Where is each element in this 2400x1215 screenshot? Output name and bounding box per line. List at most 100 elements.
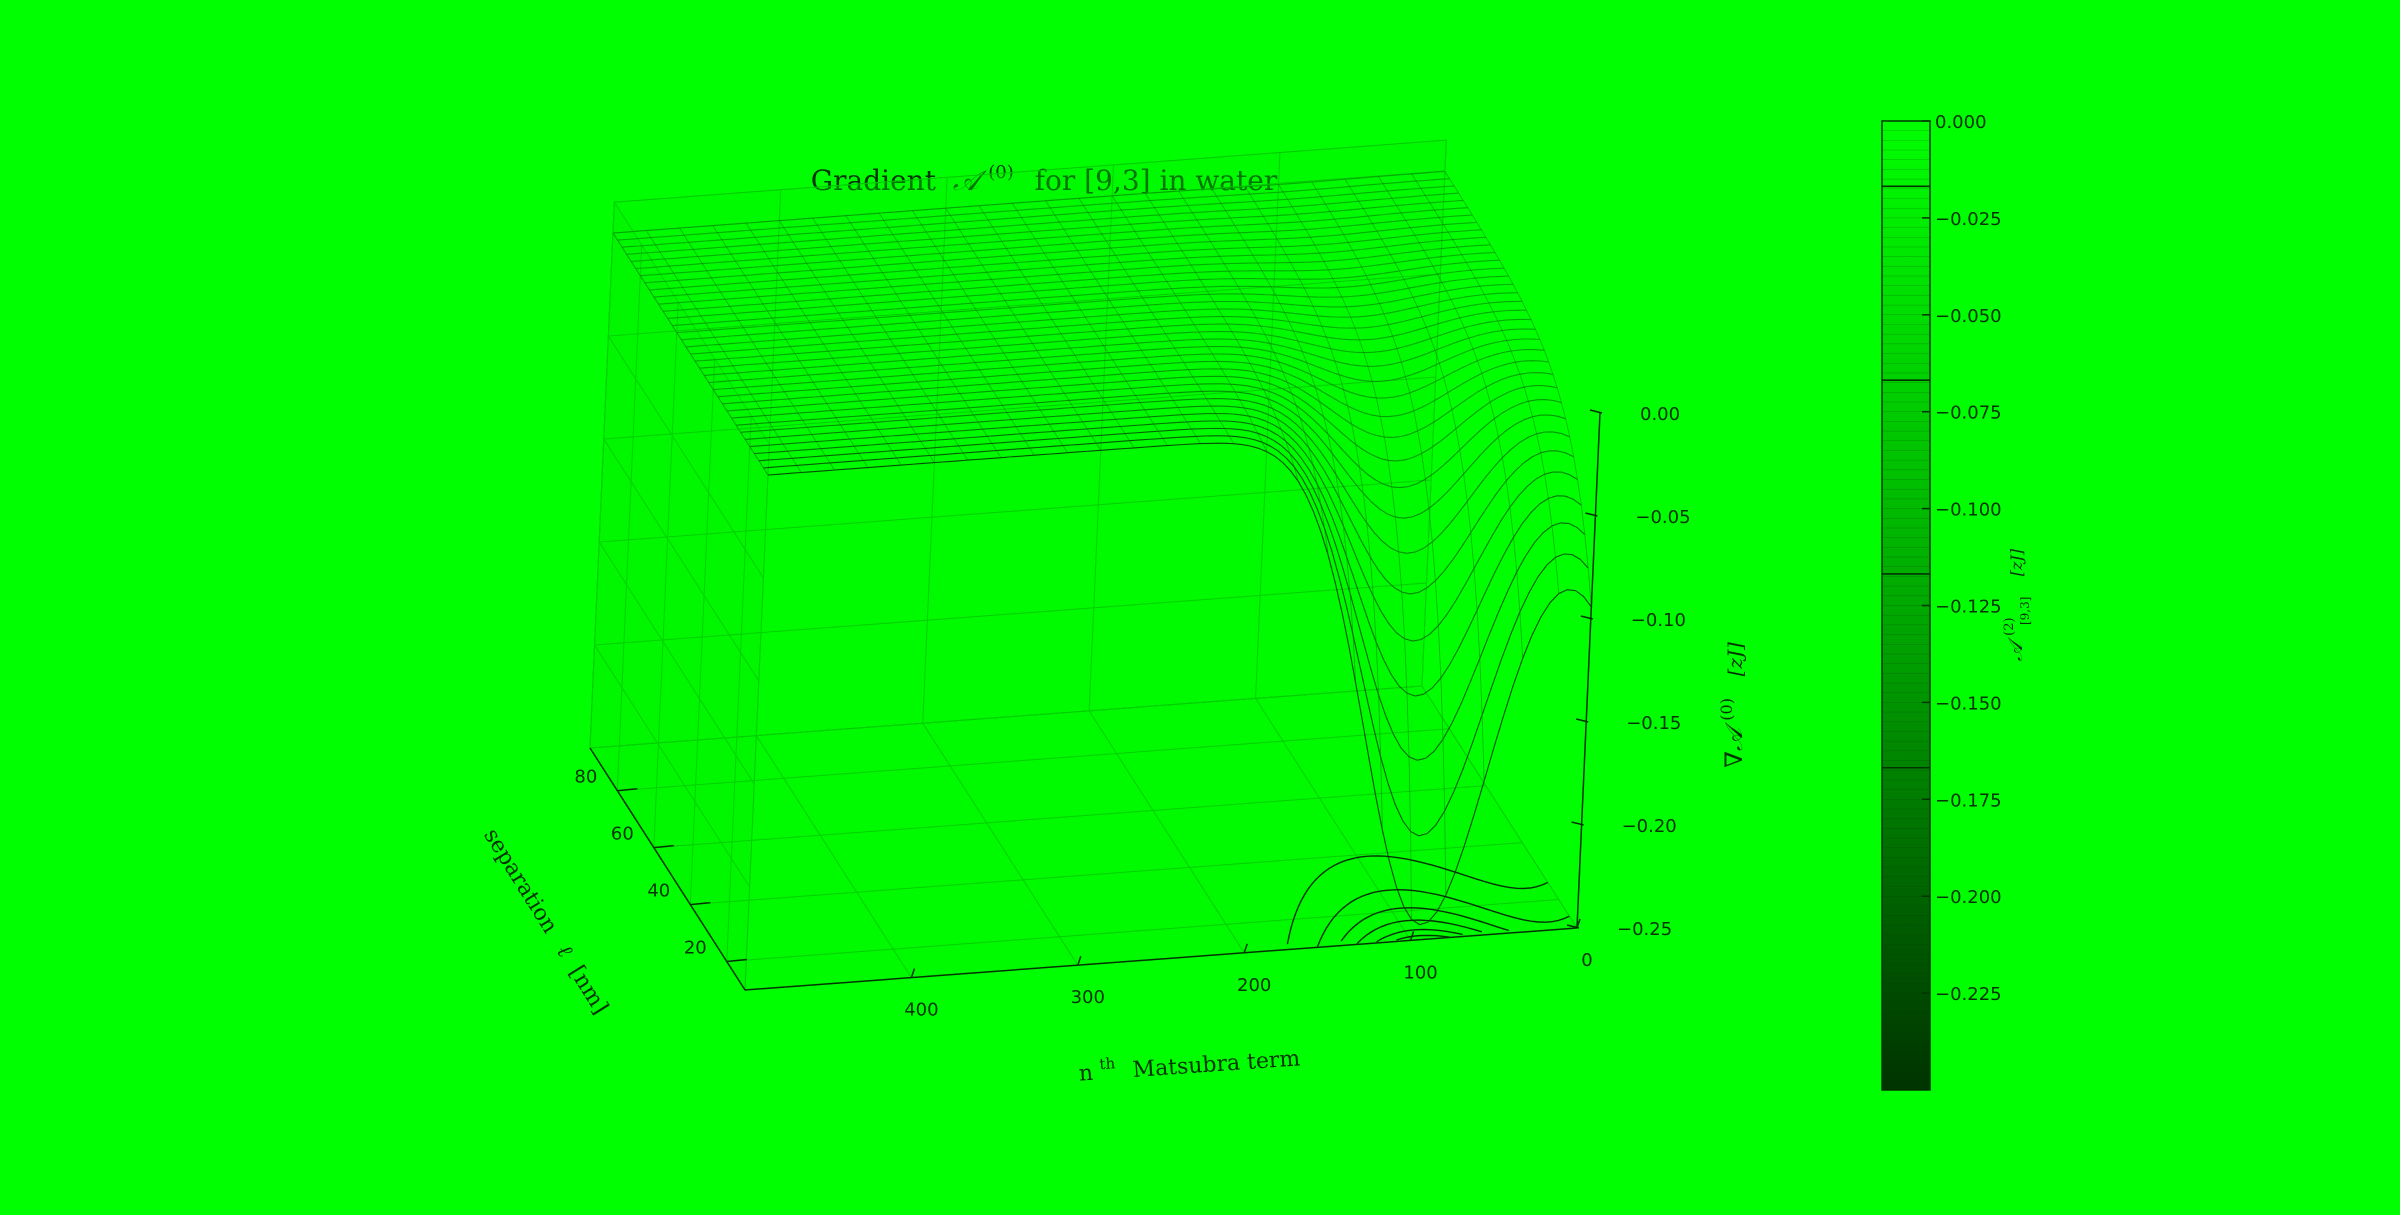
surface-line: [694, 309, 1527, 362]
surface-line: [1211, 188, 1357, 684]
colorbar-tick-label: −0.025: [1935, 209, 2002, 230]
y-tick-label: 60: [611, 824, 634, 845]
surface-line: [717, 360, 1549, 418]
surface-line: [617, 178, 1450, 241]
x-tick-mark: [1077, 955, 1082, 966]
surface-line: [740, 398, 1570, 554]
z-tick-label: −0.05: [1635, 507, 1690, 528]
z-axis-label: ∇𝒜 (0) [zJ]: [1710, 642, 1748, 768]
contour-line: [1316, 888, 1570, 948]
colorbar-tick-label: −0.125: [1935, 597, 2002, 618]
contour-line: [1340, 907, 1510, 942]
y-tick-label: 40: [647, 881, 670, 902]
colorbar-gradient: [1881, 120, 1931, 1091]
contour-line: [1356, 919, 1482, 945]
x-axis-label: n th Matsubra term: [1077, 1036, 1301, 1086]
z-axis: 0.00 −0.05 −0.10 −0.15 −0.20 −0.25: [1566, 404, 1691, 940]
y-axis-label: separation ℓ [nm]: [478, 824, 613, 1019]
y-tick-mark: [653, 844, 674, 849]
surface-line: [731, 383, 1562, 489]
colorbar-tick-label: −0.075: [1935, 403, 2002, 424]
surface-line: [812, 217, 969, 461]
surface-line: [645, 230, 802, 473]
surface-line: [1078, 198, 1235, 444]
colorbar-label: 𝒜 (2) [9,3] [zJ]: [1994, 548, 2034, 661]
surface-line: [1311, 181, 1447, 896]
surface-line: [679, 227, 835, 471]
colorbar-tick-label: −0.200: [1935, 887, 2002, 908]
axes-panes: [589, 139, 1578, 992]
y-tick-label: 20: [684, 938, 707, 959]
surface-line: [622, 185, 1455, 248]
surface-line: [1378, 176, 1524, 659]
surface-line: [1011, 202, 1168, 446]
surface-line: [712, 225, 869, 468]
colorbar-tick-label: 0.000: [1935, 112, 1987, 133]
colorbar-ticks: 0.000 −0.025 −0.050 −0.075 −0.100 −0.125 −0.15…: [1922, 112, 2002, 1005]
floor-contours: [1286, 855, 1570, 948]
surface-line: [685, 292, 1518, 348]
z-tick-label: −0.25: [1617, 919, 1672, 940]
surface-line: [754, 420, 1582, 697]
surface-line: [1444, 171, 1592, 607]
surface-line: [845, 215, 1002, 458]
surface-line: [745, 405, 1574, 595]
surface-line: [1278, 184, 1412, 920]
surface-line: [1111, 195, 1267, 452]
surface-line: [722, 368, 1553, 438]
colorbar-tick-label: −0.175: [1935, 790, 2002, 811]
y-tick-mark: [690, 901, 711, 906]
surface-line: [649, 229, 1482, 291]
surface-line: [978, 205, 1135, 449]
contour-line: [1286, 855, 1549, 945]
surface-line: [653, 236, 1486, 298]
surface-line: [745, 222, 902, 466]
contour-line: [1376, 928, 1463, 943]
z-tick-mark: [1585, 512, 1598, 517]
y-tick-mark: [617, 787, 638, 792]
x-tick-mark: [1243, 943, 1248, 954]
z-tick-mark: [1576, 718, 1589, 723]
x-tick-label: 300: [1071, 987, 1105, 1008]
grid-line-z: [607, 273, 1441, 579]
x-tick-label: 0: [1581, 950, 1592, 971]
surface-line: [1344, 179, 1485, 782]
surface-line: [644, 221, 1477, 284]
surface-line: [676, 275, 1509, 334]
z-tick-mark: [1580, 615, 1593, 620]
grid-line-z: [598, 479, 1432, 785]
x-tick-label: 400: [904, 1000, 938, 1021]
surface-line: [690, 300, 1523, 355]
surface-line: [713, 348, 1545, 399]
surface-line: [726, 375, 1558, 462]
surface-line: [667, 259, 1500, 319]
colorbar-tick-label: −0.050: [1935, 306, 2002, 327]
z-tick-label: 0.00: [1640, 404, 1680, 425]
x-tick-label: 200: [1237, 975, 1271, 996]
surface-line: [763, 435, 1589, 837]
surface-line: [640, 214, 1473, 277]
surface-line: [681, 283, 1514, 341]
surface-mesh: [612, 170, 1592, 926]
surface-line: [1411, 173, 1560, 594]
colorbar: 0.000 −0.025 −0.050 −0.075 −0.100 −0.125 −0.15…: [1881, 112, 2002, 1091]
colorbar-tick-label: −0.150: [1935, 693, 2002, 714]
surface-line: [912, 210, 1068, 453]
surface-line: [626, 192, 1459, 255]
surface-line: [704, 328, 1536, 376]
surface-line: [1178, 190, 1329, 556]
x-tick-mark: [1409, 931, 1415, 941]
surface-line: [945, 207, 1102, 451]
z-tick-mark: [1571, 821, 1584, 826]
surface-line: [878, 212, 1035, 456]
surface-line: [736, 390, 1566, 519]
surface-line: [779, 220, 935, 463]
x-axis: 400 300 200 100 0: [744, 918, 1593, 1021]
surface-line: [612, 232, 769, 476]
contour-line: [1396, 934, 1451, 941]
z-tick-mark: [1566, 924, 1580, 929]
surface-line: [708, 338, 1540, 384]
colorbar-bands: [1882, 120, 1930, 1081]
